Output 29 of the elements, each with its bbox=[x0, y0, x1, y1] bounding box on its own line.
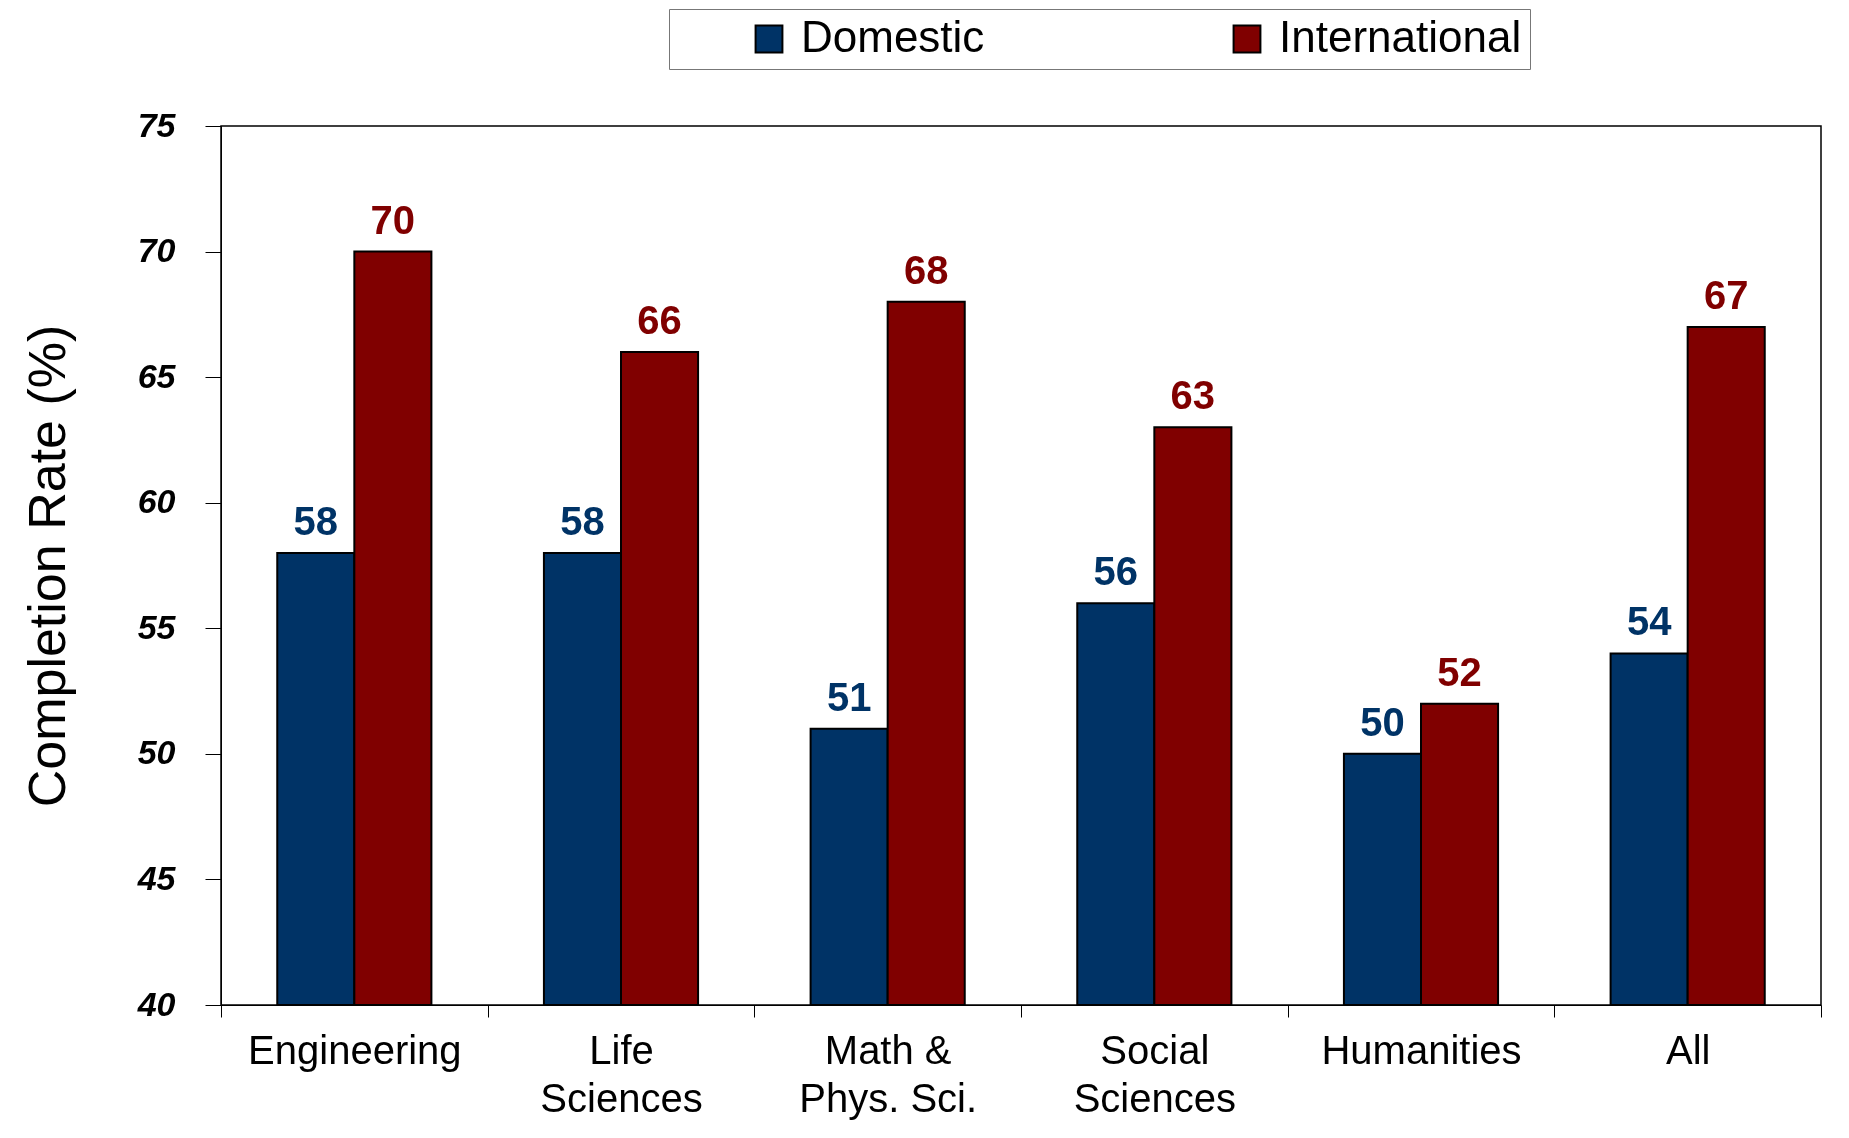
data-label: 58 bbox=[293, 498, 339, 543]
data-label: 50 bbox=[1360, 699, 1405, 744]
data-label: 70 bbox=[370, 197, 416, 242]
y-tick-label: 65 bbox=[137, 356, 177, 395]
x-tick-label: Humanities bbox=[1321, 1027, 1522, 1072]
legend-label: Domestic bbox=[801, 12, 985, 61]
data-label: 52 bbox=[1437, 649, 1482, 694]
x-tick-label: Math & Phys. Sci. bbox=[799, 1027, 978, 1120]
data-label: 51 bbox=[826, 674, 872, 719]
y-tick-label: 50 bbox=[137, 733, 176, 772]
data-label: 54 bbox=[1626, 599, 1673, 644]
data-label: 63 bbox=[1170, 373, 1216, 418]
y-tick-label: 60 bbox=[137, 482, 176, 521]
y-tick-label: 75 bbox=[137, 105, 177, 144]
x-tick-label: Life Sciences bbox=[540, 1027, 703, 1120]
data-label: 68 bbox=[903, 247, 949, 292]
x-tick-label: All bbox=[1665, 1027, 1711, 1072]
legend-label: International bbox=[1279, 12, 1522, 61]
x-tick-label: Social Sciences bbox=[1073, 1027, 1236, 1120]
y-tick-label: 40 bbox=[136, 984, 176, 1023]
y-tick-label: 45 bbox=[136, 858, 177, 897]
y-tick-label: 70 bbox=[137, 231, 176, 270]
data-label: 58 bbox=[560, 498, 605, 543]
data-label: 66 bbox=[637, 298, 682, 343]
x-tick-label: Engineering bbox=[248, 1027, 462, 1072]
y-axis-title: Completion Rate (%) bbox=[17, 324, 76, 808]
data-label: 56 bbox=[1093, 549, 1139, 594]
data-label: 67 bbox=[1703, 272, 1749, 317]
y-tick-label: 55 bbox=[137, 607, 177, 646]
